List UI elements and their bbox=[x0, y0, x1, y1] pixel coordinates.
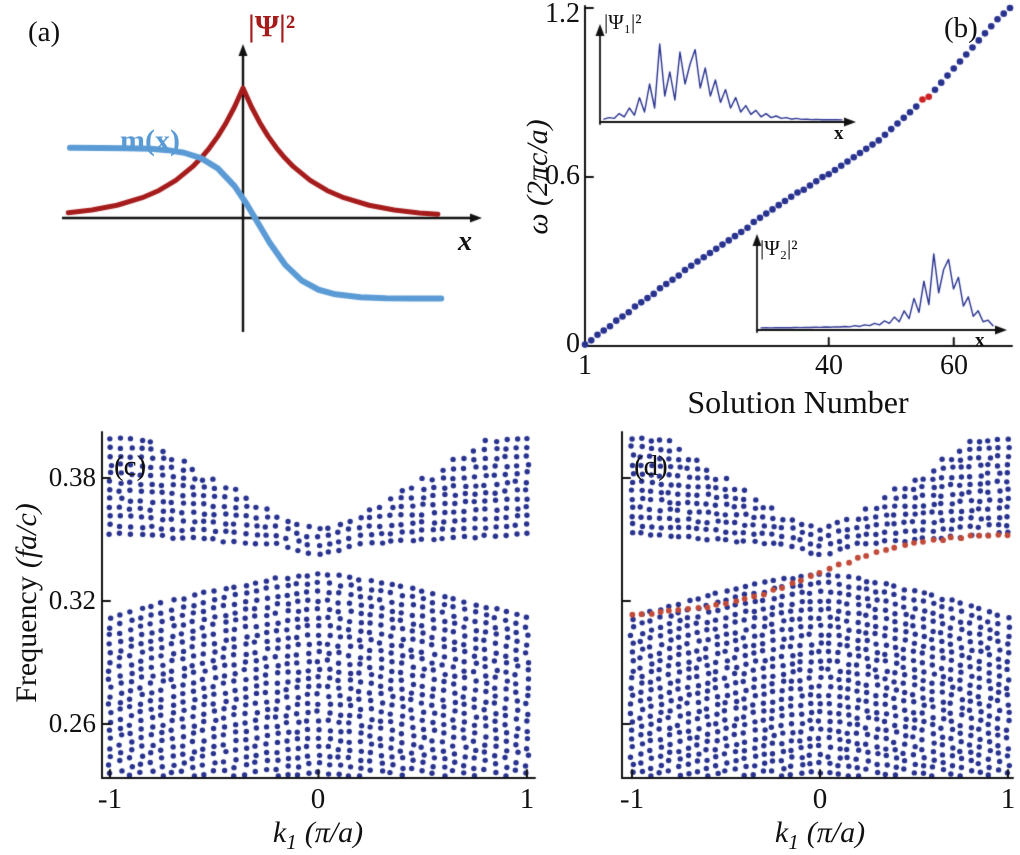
panel-b-x-axis-label: Solution Number bbox=[687, 384, 909, 420]
panel-c-y-tick-0p32: 0.32 bbox=[48, 585, 96, 615]
panel-b-x-tick-1: 1 bbox=[578, 350, 592, 381]
panel-c-x-tick-neg1: -1 bbox=[97, 783, 123, 815]
m-of-x-label: m(x) bbox=[120, 124, 180, 157]
inset1-x-label: x bbox=[834, 123, 844, 144]
k-symbol: k bbox=[774, 816, 789, 849]
psi-squared-label: |Ψ|² bbox=[248, 8, 296, 43]
panel-b-x-tick-40: 40 bbox=[815, 350, 843, 381]
panel-b-y-tick-1p2: 1.2 bbox=[545, 0, 580, 29]
inset1-psi-label: |Ψ₁|² bbox=[604, 10, 642, 34]
k-units: (π/a) bbox=[806, 816, 866, 849]
panel-a-x-axis-label: x bbox=[458, 226, 472, 257]
panel-b-x-tick-60: 60 bbox=[940, 350, 968, 381]
panel-b-y-tick-0p6: 0.6 bbox=[545, 160, 580, 191]
panel-c-y-tick-0p38: 0.38 bbox=[48, 462, 96, 492]
panel-c-x-axis-label: k1 (π/a) bbox=[233, 818, 403, 853]
frequency-unit-text: (fa/c) bbox=[10, 503, 43, 569]
k-symbol: k bbox=[272, 816, 287, 849]
inset2-psi-label: |Ψ₂|² bbox=[760, 236, 798, 260]
panel-c-label: (c) bbox=[114, 450, 147, 482]
panel-a-label: (a) bbox=[28, 16, 61, 48]
panel-b-y-tick-0: 0 bbox=[566, 328, 580, 359]
panel-d-x-tick-0: 0 bbox=[812, 783, 828, 815]
panel-b-label: (b) bbox=[944, 12, 978, 44]
k-subscript: 1 bbox=[286, 830, 297, 854]
k-subscript: 1 bbox=[788, 830, 799, 854]
panel-d-label: (d) bbox=[634, 450, 668, 482]
panel-c-x-tick-0: 0 bbox=[310, 783, 326, 815]
inset2-x-label: x bbox=[975, 330, 985, 351]
panel-d-x-tick-neg1: -1 bbox=[619, 783, 645, 815]
k-units: (π/a) bbox=[304, 816, 364, 849]
panel-c-y-tick-0p26: 0.26 bbox=[48, 708, 96, 738]
panel-d-x-tick-1: 1 bbox=[1000, 783, 1016, 815]
panel-c-x-tick-1: 1 bbox=[519, 783, 535, 815]
panel-d-x-axis-label: k1 (π/a) bbox=[735, 818, 905, 853]
